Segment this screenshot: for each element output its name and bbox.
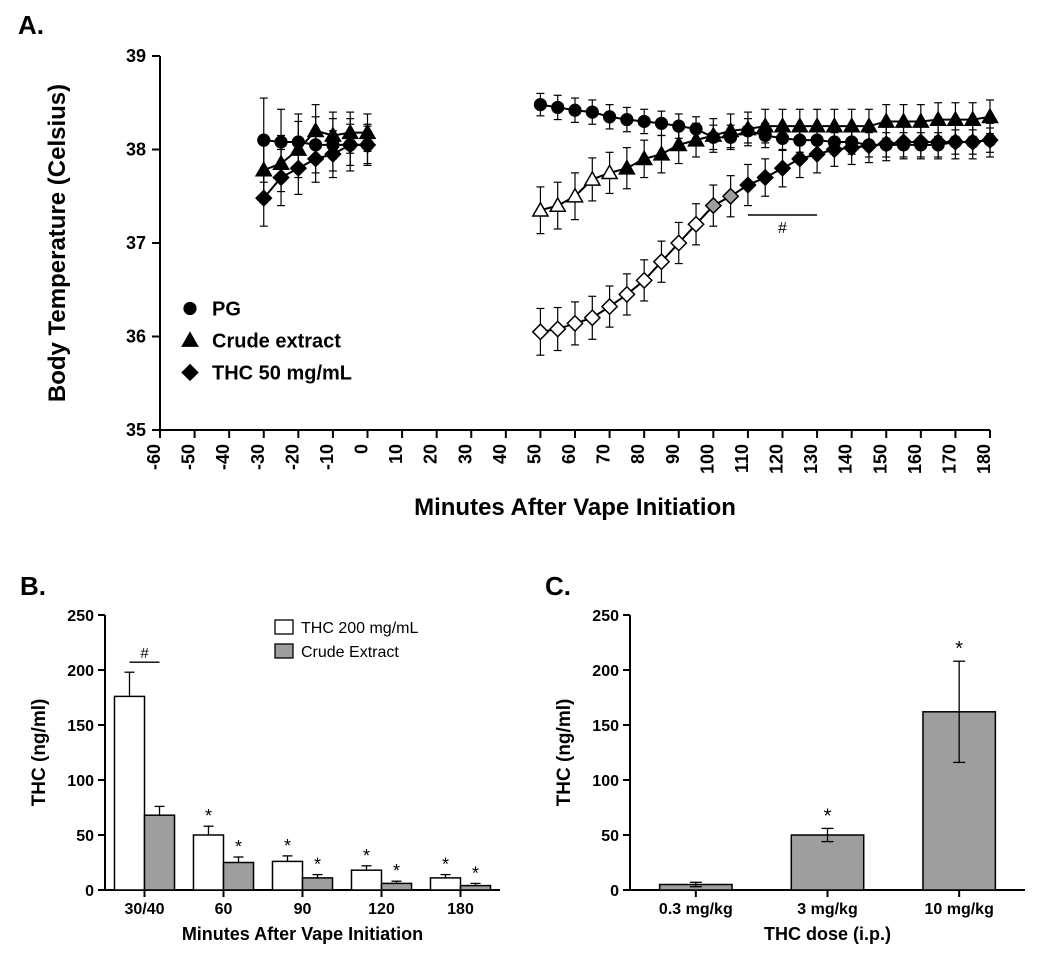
- y-tick: 100: [67, 773, 94, 790]
- x-tick: -60: [144, 444, 164, 470]
- panel-b-label: B.: [20, 571, 46, 601]
- x-tick: 20: [421, 444, 441, 464]
- bar-crude: [461, 886, 491, 890]
- x-tick: 50: [524, 444, 544, 464]
- x-tick: 90: [663, 444, 683, 464]
- y-tick: 39: [126, 46, 146, 66]
- x-cat: 10 mg/kg: [924, 901, 993, 918]
- y-tick: 0: [85, 883, 94, 900]
- x-tick: 30: [455, 444, 475, 464]
- bar-crude: [224, 863, 254, 891]
- x-cat: 30/40: [124, 901, 164, 918]
- panel-a-ylabel: Body Temperature (Celsius): [44, 84, 71, 402]
- legend-label: PG: [212, 298, 241, 320]
- bar: [791, 835, 863, 890]
- y-tick: 36: [126, 327, 146, 347]
- panel-c-label: C.: [545, 571, 571, 601]
- x-tick: 180: [974, 444, 994, 474]
- star: *: [235, 837, 242, 857]
- x-cat: 3 mg/kg: [797, 901, 857, 918]
- star: *: [314, 855, 321, 875]
- x-tick: 80: [628, 444, 648, 464]
- x-tick: 150: [870, 444, 890, 474]
- y-tick: 150: [67, 718, 94, 735]
- y-tick: 250: [592, 608, 619, 625]
- y-tick: 100: [592, 773, 619, 790]
- panel-c: C. 0 50 100 150 200 250 THC (ng/ml) THC dose (i.…: [545, 571, 1025, 944]
- panel-b: B. 0 50 100 150 200 250 THC (ng/ml) Minutes Afte…: [20, 571, 500, 944]
- bar-crude: [303, 878, 333, 890]
- y-tick: 50: [76, 828, 94, 845]
- x-tick: -50: [179, 444, 199, 470]
- bar-thc200: [193, 835, 223, 890]
- y-tick: 200: [67, 663, 94, 680]
- panel-b-ylabel: THC (ng/ml): [29, 699, 50, 807]
- panel-a-label: A.: [18, 10, 44, 40]
- y-tick: 200: [592, 663, 619, 680]
- legend-label: THC 200 mg/mL: [301, 620, 418, 637]
- hash-annotation: #: [778, 220, 787, 237]
- bar-crude: [382, 883, 412, 890]
- x-cat: 90: [294, 901, 312, 918]
- star: *: [824, 805, 832, 827]
- y-tick: 50: [601, 828, 619, 845]
- panel-c-ylabel: THC (ng/ml): [554, 699, 575, 807]
- y-tick: 37: [126, 233, 146, 253]
- panel-b-xlabel: Minutes After Vape Initiation: [182, 924, 423, 944]
- star: *: [442, 855, 449, 875]
- x-tick: 170: [939, 444, 959, 474]
- x-tick: -40: [213, 444, 233, 470]
- panel-a-legend: PG Crude extract THC 50 mg/mL: [182, 298, 352, 384]
- figure-root: A. 35 36 37 38 39 -60 -50 -40 -30 -20 -10 0 10 20 30 40 5…: [0, 0, 1050, 969]
- x-tick: 10: [386, 444, 406, 464]
- star: *: [205, 806, 212, 826]
- star: *: [284, 836, 291, 856]
- star: *: [955, 638, 963, 660]
- x-tick: 60: [559, 444, 579, 464]
- legend-label: Crude extract: [212, 330, 341, 352]
- y-tick: 250: [67, 608, 94, 625]
- legend-label: Crude Extract: [301, 644, 399, 661]
- x-cat: 0.3 mg/kg: [659, 901, 733, 918]
- bar-thc200: [430, 878, 460, 890]
- x-tick: 120: [767, 444, 787, 474]
- x-cat: 180: [447, 901, 474, 918]
- panel-c-xlabel: THC dose (i.p.): [764, 924, 891, 944]
- y-tick: 38: [126, 140, 146, 160]
- x-tick: 100: [697, 444, 717, 474]
- bar-thc200: [272, 861, 302, 890]
- panel-b-legend: THC 200 mg/mL Crude Extract: [275, 620, 418, 661]
- x-tick: 130: [801, 444, 821, 474]
- bar-crude: [145, 815, 175, 890]
- y-tick: 0: [610, 883, 619, 900]
- star: *: [472, 863, 479, 883]
- x-tick: -30: [248, 444, 268, 470]
- bar-thc200: [351, 870, 381, 890]
- x-tick: 160: [905, 444, 925, 474]
- x-tick: -20: [282, 444, 302, 470]
- x-tick: 70: [594, 444, 614, 464]
- hash-annotation: #: [140, 645, 149, 662]
- legend-label: THC 50 mg/mL: [212, 362, 352, 384]
- star: *: [363, 846, 370, 866]
- x-cat: 60: [215, 901, 233, 918]
- bar-thc200: [114, 696, 144, 890]
- y-tick: 150: [592, 718, 619, 735]
- y-tick: 35: [126, 420, 146, 440]
- x-tick: 40: [490, 444, 510, 464]
- x-tick: 110: [732, 444, 752, 473]
- panel-a: A. 35 36 37 38 39 -60 -50 -40 -30 -20 -10 0 10 20 30 40 5…: [18, 10, 998, 521]
- x-tick: -10: [317, 444, 337, 470]
- x-tick: 0: [352, 444, 372, 454]
- x-tick: 140: [836, 444, 856, 474]
- x-cat: 120: [368, 901, 395, 918]
- star: *: [393, 861, 400, 881]
- panel-a-xlabel: Minutes After Vape Initiation: [414, 494, 736, 521]
